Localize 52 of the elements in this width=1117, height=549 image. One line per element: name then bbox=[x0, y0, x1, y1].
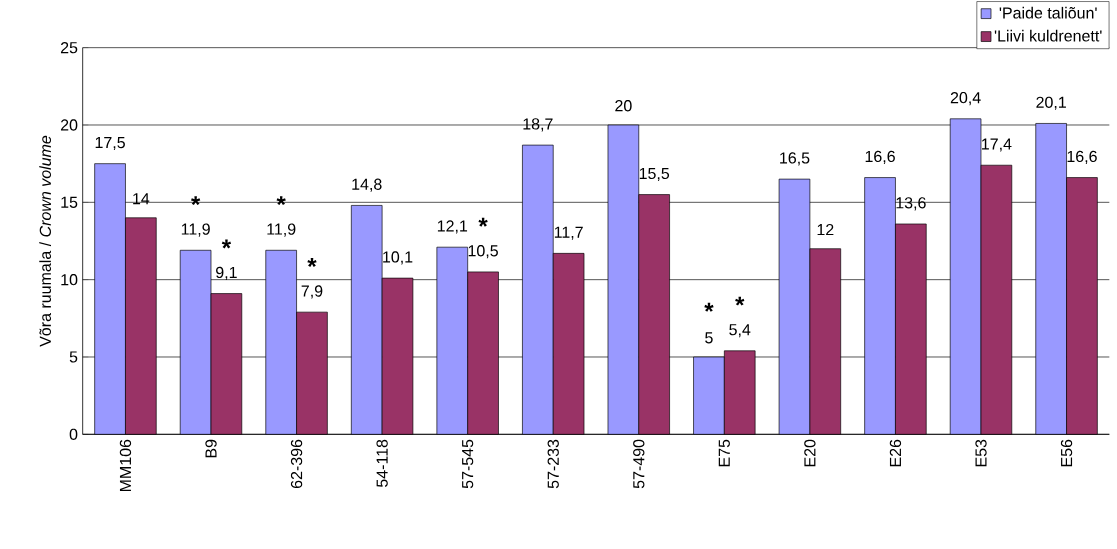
y-tick-label: 5 bbox=[69, 351, 78, 363]
x-tick-label: E26 bbox=[889, 439, 902, 467]
annotation: * bbox=[735, 296, 745, 306]
data-label: 16,6 bbox=[865, 150, 895, 164]
x-tick-label: E75 bbox=[718, 439, 730, 467]
data-label: 9,1 bbox=[216, 266, 237, 280]
data-label: 14 bbox=[133, 193, 150, 205]
data-label: 16,5 bbox=[780, 152, 810, 166]
x-tick-label: 62-396 bbox=[290, 439, 303, 489]
x-tick-label: MM106 bbox=[119, 439, 132, 492]
annotation: * bbox=[704, 302, 714, 312]
data-label: 17,5 bbox=[95, 137, 125, 151]
x-tick-label: 57-490 bbox=[633, 439, 645, 489]
data-label: 5,4 bbox=[729, 324, 751, 338]
data-label: 20,4 bbox=[950, 91, 981, 106]
x-tick-label: E56 bbox=[1060, 439, 1073, 467]
annotation: * bbox=[221, 239, 232, 249]
data-label: 11,7 bbox=[554, 226, 583, 240]
data-label: 5 bbox=[705, 332, 713, 344]
legend-label: 'Liivi kuldrenett' bbox=[994, 29, 1102, 42]
y-axis-title: Võra ruumala / Crown volume bbox=[39, 135, 52, 347]
data-label: 20 bbox=[615, 100, 632, 112]
x-tick-label: 54-118 bbox=[376, 439, 388, 488]
data-label: 13,6 bbox=[896, 197, 926, 211]
data-label: 12,1 bbox=[437, 220, 468, 234]
data-label: 14,8 bbox=[352, 178, 382, 192]
data-label: 16,6 bbox=[1067, 150, 1097, 164]
y-tick-label: 0 bbox=[69, 428, 78, 440]
data-label: 7,9 bbox=[301, 285, 323, 299]
y-tick-label: 10 bbox=[61, 274, 78, 286]
legend-label: 'Paide taliõun' bbox=[999, 6, 1097, 19]
x-tick-label: E53 bbox=[975, 439, 987, 467]
data-label: 18,7 bbox=[523, 118, 553, 132]
data-label: 11,9 bbox=[267, 223, 296, 237]
x-tick-label: 57-233 bbox=[547, 439, 559, 489]
data-label: 20,1 bbox=[1036, 96, 1066, 110]
annotation: * bbox=[191, 196, 201, 206]
x-tick-label: 57-545 bbox=[462, 439, 474, 489]
data-label: 10,1 bbox=[383, 251, 413, 265]
y-tick-label: 20 bbox=[60, 119, 78, 131]
y-tick-label: 25 bbox=[60, 42, 78, 54]
annotation: * bbox=[276, 196, 286, 206]
y-tick-label: 15 bbox=[61, 196, 78, 208]
data-label: 11,9 bbox=[181, 223, 210, 237]
data-label: 10,5 bbox=[468, 245, 498, 259]
x-tick-label: E20 bbox=[804, 439, 816, 467]
data-label: 12 bbox=[817, 223, 834, 236]
annotation: * bbox=[307, 258, 317, 267]
x-tick-label: B9 bbox=[205, 439, 217, 458]
data-label: 17,4 bbox=[982, 138, 1012, 152]
data-label: 15,5 bbox=[639, 167, 670, 181]
annotation: * bbox=[478, 217, 488, 227]
